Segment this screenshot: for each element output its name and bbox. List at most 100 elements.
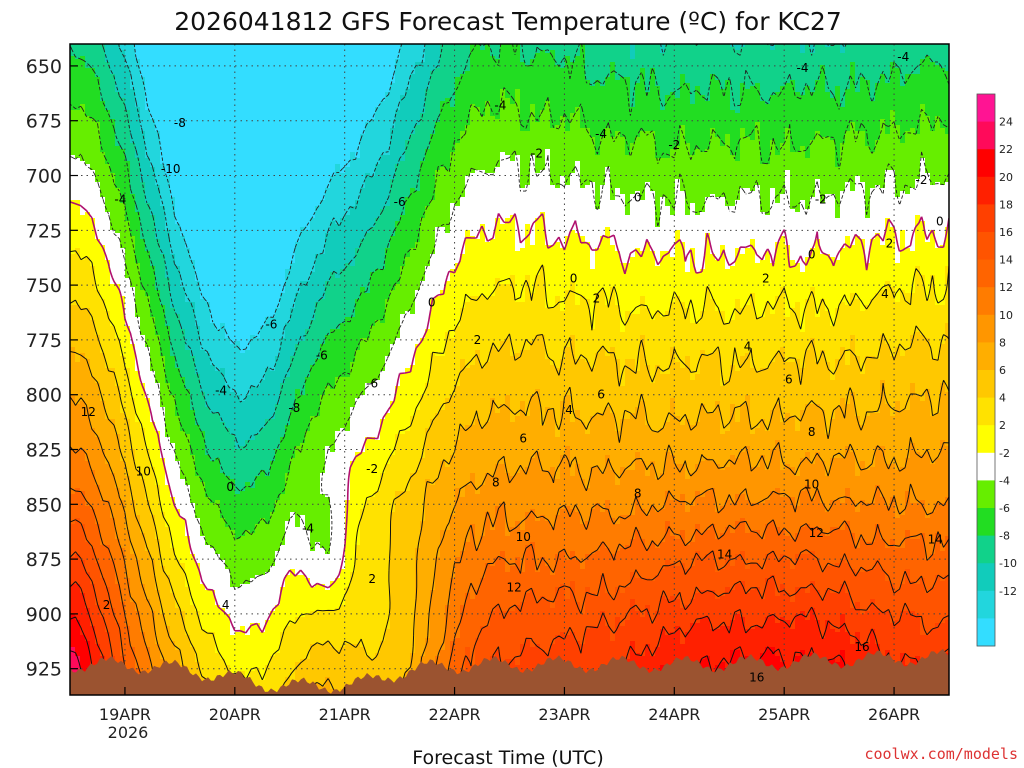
y-tick-label: 800 — [26, 385, 62, 407]
y-tick-label: 700 — [26, 166, 62, 188]
contour-label: -4 — [215, 383, 227, 397]
contour-label: 4 — [222, 598, 230, 612]
colorbar-tick-label: 16 — [999, 226, 1013, 239]
contour-label: -2 — [815, 193, 827, 207]
colorbar-tick-label: 20 — [999, 171, 1013, 184]
contour-label: 10 — [804, 478, 819, 492]
colorbar-tick-label: -12 — [999, 585, 1017, 598]
colorbar-tick-label: 2 — [999, 419, 1006, 432]
contour-label: 8 — [634, 486, 642, 500]
contour-label: 0 — [634, 190, 642, 204]
contour-label: -2 — [668, 138, 680, 152]
colorbar-tick-label: 18 — [999, 198, 1013, 211]
contour-label: -2 — [916, 173, 928, 187]
contour-label: 16 — [854, 640, 869, 654]
y-tick-label: 725 — [26, 220, 62, 242]
contour-label: 6 — [597, 388, 605, 402]
contour-label: -8 — [174, 116, 186, 130]
contour-label: 0 — [936, 215, 944, 229]
x-axis-year: 2026 — [108, 723, 149, 742]
contour-label: 0 — [808, 247, 816, 261]
colorbar-swatch — [977, 177, 995, 205]
x-tick-label: 22APR — [429, 705, 481, 724]
colorbar-tick-label: 6 — [999, 364, 1006, 377]
colorbar-swatch — [977, 260, 995, 288]
x-tick-label: 25APR — [758, 705, 810, 724]
contour-label: -4 — [797, 61, 809, 75]
colorbar-swatch — [977, 342, 995, 370]
colorbar-swatch — [977, 591, 995, 619]
contour-label: -6 — [366, 377, 378, 391]
contour-label: 2 — [762, 272, 770, 286]
contour-label: 2 — [103, 598, 111, 612]
contour-label: 2 — [474, 333, 482, 347]
contour-label: -6 — [265, 318, 277, 332]
x-tick-label: 26APR — [868, 705, 920, 724]
x-tick-label: 24APR — [648, 705, 700, 724]
colorbar-tick-label: 12 — [999, 281, 1013, 294]
y-tick-label: 675 — [26, 111, 62, 133]
contour-label: -4 — [114, 193, 126, 207]
y-tick-label: 775 — [26, 330, 62, 352]
colorbar-swatch — [977, 287, 995, 315]
y-tick-label: 900 — [26, 604, 62, 626]
colorbar-tick-label: -6 — [999, 502, 1010, 515]
colorbar-swatch — [977, 315, 995, 343]
colorbar-tick-label: 14 — [999, 254, 1013, 267]
contour-label: -6 — [316, 348, 328, 362]
contour-label: 2 — [368, 572, 376, 586]
colorbar-swatch — [977, 122, 995, 150]
contour-label: 14 — [717, 548, 732, 562]
colorbar-swatch — [977, 508, 995, 536]
contour-label: 10 — [136, 464, 151, 478]
y-tick-label: 825 — [26, 440, 62, 462]
contour-label: 4 — [881, 287, 889, 301]
colorbar-swatch — [977, 398, 995, 426]
x-tick-label: 20APR — [209, 705, 261, 724]
colorbar-tick-label: -4 — [999, 474, 1010, 487]
colorbar-swatch — [977, 480, 995, 508]
y-tick-label: 925 — [26, 659, 62, 681]
y-tick-label: 650 — [26, 56, 62, 78]
y-tick-label: 875 — [26, 549, 62, 571]
x-axis-label: Forecast Time (UTC) — [412, 747, 603, 768]
contour-label: -8 — [288, 401, 300, 415]
contour-label: 8 — [808, 425, 816, 439]
colorbar-swatch — [977, 425, 995, 453]
contour-label: 0 — [226, 480, 234, 494]
y-tick-label: 850 — [26, 494, 62, 516]
colorbar-tick-label: -8 — [999, 530, 1010, 543]
colorbar-tick-label: 4 — [999, 392, 1006, 405]
chart-title: 2026041812 GFS Forecast Temperature (ºC)… — [174, 7, 841, 36]
contour-label: -4 — [595, 127, 607, 141]
temperature-field — [70, 44, 951, 696]
colorbar-tick-label: 8 — [999, 336, 1006, 349]
colorbar-swatch — [977, 370, 995, 398]
x-tick-label: 19APR — [99, 705, 151, 724]
y-tick-label: 750 — [26, 275, 62, 297]
contour-label: 2 — [886, 236, 894, 250]
contour-label: -4 — [897, 50, 909, 64]
x-tick-label: 23APR — [538, 705, 590, 724]
contour-label: -4 — [494, 98, 506, 112]
contour-label: 0 — [428, 296, 436, 310]
contour-label: 12 — [506, 581, 521, 595]
colorbar-swatch — [977, 453, 995, 481]
colorbar-swatch — [977, 94, 995, 122]
colorbar-tick-label: -2 — [999, 447, 1010, 460]
colorbar-swatch — [977, 149, 995, 177]
x-tick-label: 21APR — [319, 705, 371, 724]
colorbar-swatch — [977, 563, 995, 591]
contour-label: 16 — [749, 670, 764, 684]
colorbar-swatch — [977, 618, 995, 646]
contour-label: -2 — [366, 462, 378, 476]
colorbar-tick-label: -10 — [999, 557, 1017, 570]
colorbar-swatch — [977, 232, 995, 260]
colorbar-tick-label: 22 — [999, 143, 1013, 156]
colorbar-tick-label: 24 — [999, 116, 1013, 129]
colorbar-swatch — [977, 536, 995, 564]
contour-label: 4 — [744, 339, 752, 353]
contour-label: -2 — [531, 147, 543, 161]
contour-label: 4 — [565, 403, 573, 417]
